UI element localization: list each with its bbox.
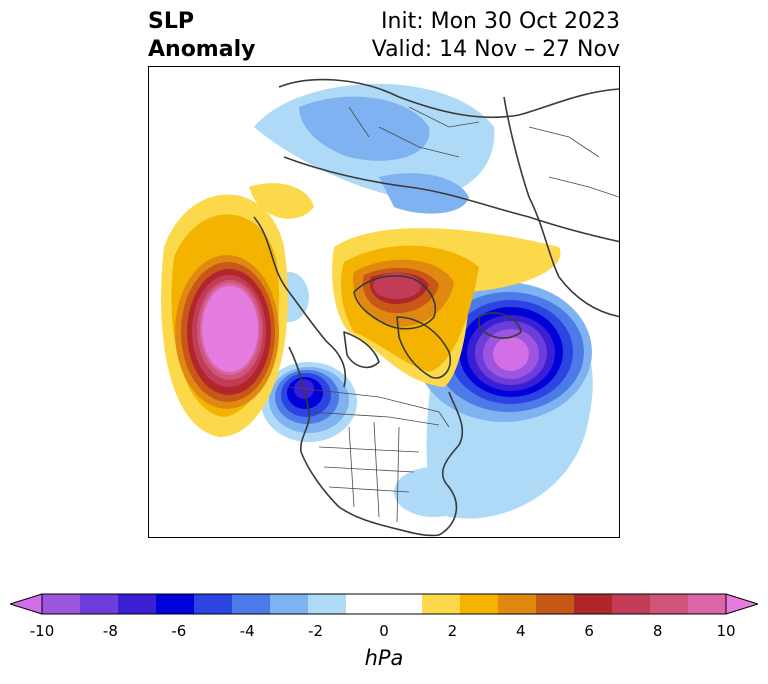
anomaly-north-pacific-high	[161, 194, 288, 437]
colorbar-cell	[612, 594, 651, 614]
title-line-2: Anomaly	[148, 37, 256, 62]
colorbar-cell	[460, 594, 499, 614]
colorbar-cell	[422, 594, 461, 614]
colorbar-cell	[194, 594, 233, 614]
colorbar-tick-label: 0	[379, 622, 389, 640]
colorbar-cell	[688, 594, 727, 614]
colorbar-tick-label: -8	[102, 622, 118, 640]
colorbar-cell	[270, 594, 309, 614]
init-date-label: Init: Mon 30 Oct 2023	[381, 9, 620, 34]
colorbar-cell	[308, 594, 347, 614]
colorbar-tick-label: -4	[239, 622, 255, 640]
slp-anomaly-map	[161, 78, 619, 537]
colorbar-cell	[384, 594, 423, 614]
forecast-dates: Init: Mon 30 Oct 2023 Valid: 14 Nov – 27…	[372, 8, 620, 64]
anomaly-greenland-arctic-high	[249, 183, 561, 387]
title-line-1: SLP	[148, 9, 194, 34]
colorbar-cell	[118, 594, 157, 614]
anomaly-siberia-low	[254, 83, 495, 322]
map-title: SLP Anomaly	[148, 8, 255, 64]
colorbar-tick-label: 6	[584, 622, 594, 640]
colorbar-cell	[346, 594, 385, 614]
colorbar-tick-label: 10	[716, 622, 736, 640]
country-borders	[288, 106, 619, 523]
colorbar-cell	[42, 594, 81, 614]
colorbar-cell	[232, 594, 271, 614]
colorbar-tick-label: 8	[652, 622, 663, 640]
colorbar-unit-label: hPa	[364, 646, 404, 670]
map-panel	[148, 66, 620, 538]
colorbar-extend-max	[726, 594, 758, 614]
anomaly-eastern-us-low	[394, 467, 474, 517]
colorbar-tick-label: 2	[447, 622, 458, 640]
coastlines	[253, 78, 619, 537]
colorbar-cell	[80, 594, 119, 614]
colorbar	[10, 593, 758, 615]
colorbar-cell	[536, 594, 575, 614]
valid-date-label: Valid: 14 Nov – 27 Nov	[371, 37, 620, 62]
colorbar-tick-label: -6	[171, 622, 187, 640]
colorbar-tick-label: -10	[29, 622, 55, 640]
colorbar-cell	[156, 594, 195, 614]
colorbar-tick-label: -2	[308, 622, 324, 640]
colorbar-tick-label: 4	[516, 622, 526, 640]
colorbar-extend-min	[10, 594, 42, 614]
colorbar-cell	[574, 594, 613, 614]
colorbar-cell	[498, 594, 537, 614]
colorbar-cell	[650, 594, 689, 614]
colorbar-tick-labels: -10 -8 -6 -4 -2 0 2 4 6 8 10	[0, 622, 768, 642]
